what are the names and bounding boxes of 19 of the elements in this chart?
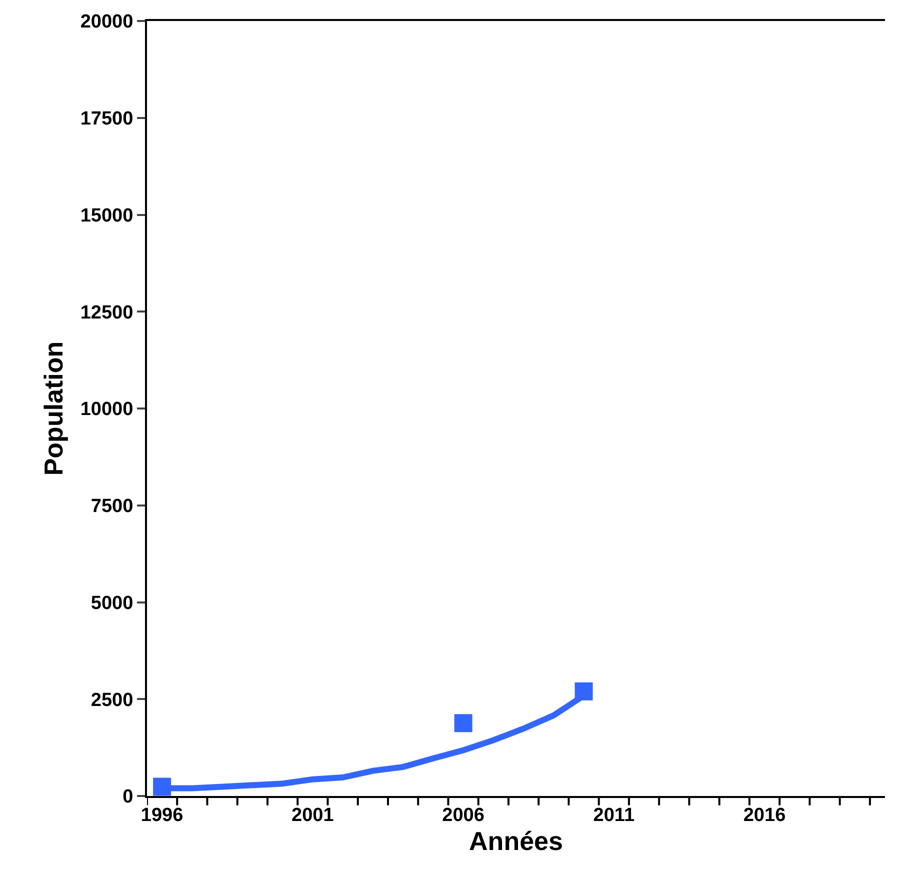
y-tick-label: 20000: [80, 12, 134, 33]
x-tick-label: 2016: [743, 804, 786, 826]
point: [454, 714, 472, 732]
y-tick-label: 17500: [80, 108, 134, 130]
x-tick-label: 2011: [593, 804, 635, 826]
y-tick-label: 7500: [90, 496, 134, 518]
x-axis-title: Années: [469, 826, 563, 856]
x-tick-label: 2006: [442, 804, 484, 826]
y-tick-label: 0: [122, 786, 134, 808]
x-tick-label: 2001: [292, 804, 334, 826]
y-tick-label: 10000: [80, 399, 134, 420]
y-tick-label: 5000: [90, 592, 134, 614]
y-tick-label: 15000: [80, 205, 134, 226]
y-tick-label: 2500: [90, 690, 134, 711]
y-tick-label: 12500: [80, 302, 134, 324]
point: [153, 778, 172, 796]
y-axis-title: Population: [38, 341, 68, 476]
x-tick-label: 1996: [140, 804, 184, 826]
point: [574, 682, 593, 700]
